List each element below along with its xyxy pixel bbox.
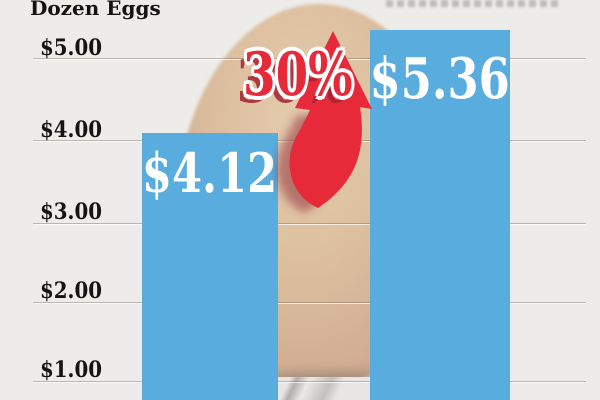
bar-first: $4.12 — [142, 133, 278, 400]
y-axis-tick-label: $4.00 — [40, 117, 103, 143]
percent-change-label: 30% — [243, 40, 353, 110]
y-axis-tick-label: $2.00 — [40, 278, 103, 304]
bar-second: $5.36 — [370, 30, 510, 400]
y-axis-tick-label: $5.00 — [40, 35, 103, 61]
gridline — [33, 58, 586, 60]
gridline — [33, 381, 586, 383]
y-axis-tick-label: $1.00 — [40, 357, 103, 383]
gridline — [33, 302, 586, 304]
y-axis-tick-label: $3.00 — [40, 199, 103, 225]
bar-value-label: $5.36 — [369, 46, 511, 112]
bar-value-label: $4.12 — [142, 141, 278, 205]
cropped-text-fragment — [386, 0, 562, 7]
gridline — [33, 223, 586, 225]
chart-title: Dozen Eggs — [30, 0, 161, 20]
